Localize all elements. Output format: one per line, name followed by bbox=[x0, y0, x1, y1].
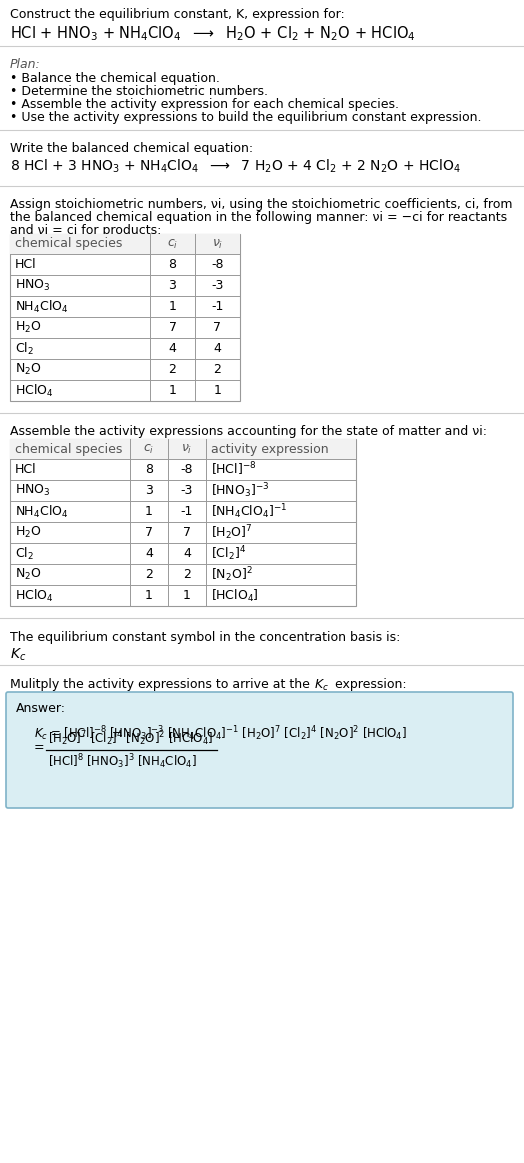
Text: Assign stoichiometric numbers, νi, using the stoichiometric coefficients, ci, fr: Assign stoichiometric numbers, νi, using… bbox=[10, 198, 512, 211]
Text: =: = bbox=[34, 742, 45, 755]
Text: [H$_2$O]$^7$: [H$_2$O]$^7$ bbox=[211, 523, 253, 542]
Text: Mulitply the activity expressions to arrive at the: Mulitply the activity expressions to arr… bbox=[10, 678, 314, 691]
Text: [HClO$_4$]: [HClO$_4$] bbox=[211, 587, 259, 604]
Text: the balanced chemical equation in the following manner: νi = −ci for reactants: the balanced chemical equation in the fo… bbox=[10, 211, 507, 224]
Text: 3: 3 bbox=[169, 279, 177, 292]
Text: 1: 1 bbox=[145, 588, 153, 602]
Text: 1: 1 bbox=[145, 505, 153, 518]
Text: -3: -3 bbox=[211, 279, 224, 292]
Text: 2: 2 bbox=[214, 363, 222, 376]
Text: H$_2$O: H$_2$O bbox=[15, 320, 41, 335]
Text: 4: 4 bbox=[214, 342, 222, 355]
Text: -8: -8 bbox=[181, 463, 193, 476]
Text: Cl$_2$: Cl$_2$ bbox=[15, 545, 34, 562]
FancyBboxPatch shape bbox=[6, 692, 513, 808]
Text: chemical species: chemical species bbox=[15, 442, 123, 456]
Text: $K_c$: $K_c$ bbox=[314, 678, 329, 693]
Text: 7: 7 bbox=[169, 321, 177, 334]
Text: 3: 3 bbox=[145, 484, 153, 497]
Text: [HCl]$^{-8}$: [HCl]$^{-8}$ bbox=[211, 461, 256, 478]
Text: Plan:: Plan: bbox=[10, 58, 41, 71]
Text: [HNO$_3$]$^{-3}$: [HNO$_3$]$^{-3}$ bbox=[211, 481, 269, 500]
Text: 2: 2 bbox=[183, 568, 191, 582]
Text: Cl$_2$: Cl$_2$ bbox=[15, 341, 34, 357]
Text: 8: 8 bbox=[169, 258, 177, 271]
Text: 7: 7 bbox=[183, 526, 191, 538]
Text: HCl + HNO$_3$ + NH$_4$ClO$_4$  $\longrightarrow$  H$_2$O + Cl$_2$ + N$_2$O + HCl: HCl + HNO$_3$ + NH$_4$ClO$_4$ $\longrigh… bbox=[10, 24, 416, 43]
Text: [Cl$_2$]$^4$: [Cl$_2$]$^4$ bbox=[211, 544, 246, 563]
Text: HCl: HCl bbox=[15, 258, 37, 271]
Text: 1: 1 bbox=[183, 588, 191, 602]
Text: 4: 4 bbox=[169, 342, 177, 355]
Text: H$_2$O: H$_2$O bbox=[15, 525, 41, 540]
Bar bbox=[10, 438, 356, 459]
Bar bbox=[10, 234, 240, 254]
Text: $\nu_i$: $\nu_i$ bbox=[212, 237, 223, 250]
Text: activity expression: activity expression bbox=[211, 442, 329, 456]
Text: HNO$_3$: HNO$_3$ bbox=[15, 483, 51, 498]
Text: 4: 4 bbox=[145, 547, 153, 561]
Text: 7: 7 bbox=[213, 321, 222, 334]
Text: N$_2$O: N$_2$O bbox=[15, 362, 41, 377]
Text: HClO$_4$: HClO$_4$ bbox=[15, 587, 53, 604]
Text: [HCl]$^8$ [HNO$_3$]$^3$ [NH$_4$ClO$_4$]: [HCl]$^8$ [HNO$_3$]$^3$ [NH$_4$ClO$_4$] bbox=[48, 752, 197, 771]
Text: HCl: HCl bbox=[15, 463, 37, 476]
Text: and νi = ci for products:: and νi = ci for products: bbox=[10, 224, 161, 237]
Text: N$_2$O: N$_2$O bbox=[15, 566, 41, 582]
Text: 1: 1 bbox=[169, 384, 177, 397]
Text: HClO$_4$: HClO$_4$ bbox=[15, 383, 53, 399]
Text: • Use the activity expressions to build the equilibrium constant expression.: • Use the activity expressions to build … bbox=[10, 110, 482, 124]
Text: $c_i$: $c_i$ bbox=[144, 442, 155, 456]
Text: • Balance the chemical equation.: • Balance the chemical equation. bbox=[10, 72, 220, 85]
Text: Assemble the activity expressions accounting for the state of matter and νi:: Assemble the activity expressions accoun… bbox=[10, 424, 487, 438]
Text: NH$_4$ClO$_4$: NH$_4$ClO$_4$ bbox=[15, 299, 69, 314]
Text: NH$_4$ClO$_4$: NH$_4$ClO$_4$ bbox=[15, 504, 69, 520]
Text: $c_i$: $c_i$ bbox=[167, 237, 178, 250]
Text: -1: -1 bbox=[181, 505, 193, 518]
Text: $K_c$ = [HCl]$^{-8}$ [HNO$_3$]$^{-3}$ [NH$_4$ClO$_4$]$^{-1}$ [H$_2$O]$^7$ [Cl$_2: $K_c$ = [HCl]$^{-8}$ [HNO$_3$]$^{-3}$ [N… bbox=[34, 725, 407, 743]
Text: chemical species: chemical species bbox=[15, 237, 123, 250]
Text: [H$_2$O]$^7$ [Cl$_2$]$^4$ [N$_2$O]$^2$ [HClO$_4$]: [H$_2$O]$^7$ [Cl$_2$]$^4$ [N$_2$O]$^2$ [… bbox=[48, 729, 213, 748]
Text: • Assemble the activity expression for each chemical species.: • Assemble the activity expression for e… bbox=[10, 98, 399, 110]
Text: Answer:: Answer: bbox=[16, 702, 66, 715]
Text: -1: -1 bbox=[211, 300, 224, 313]
Text: 2: 2 bbox=[169, 363, 177, 376]
Text: HNO$_3$: HNO$_3$ bbox=[15, 278, 51, 293]
Text: 4: 4 bbox=[183, 547, 191, 561]
Text: 8 HCl + 3 HNO$_3$ + NH$_4$ClO$_4$  $\longrightarrow$  7 H$_2$O + 4 Cl$_2$ + 2 N$: 8 HCl + 3 HNO$_3$ + NH$_4$ClO$_4$ $\long… bbox=[10, 158, 461, 176]
Text: -3: -3 bbox=[181, 484, 193, 497]
Text: The equilibrium constant symbol in the concentration basis is:: The equilibrium constant symbol in the c… bbox=[10, 632, 400, 644]
Text: 8: 8 bbox=[145, 463, 153, 476]
Text: $\nu_i$: $\nu_i$ bbox=[181, 442, 193, 456]
Text: 2: 2 bbox=[145, 568, 153, 582]
Text: [N$_2$O]$^2$: [N$_2$O]$^2$ bbox=[211, 565, 253, 584]
Bar bbox=[10, 234, 240, 401]
Text: 1: 1 bbox=[214, 384, 222, 397]
Text: $K_c$: $K_c$ bbox=[10, 647, 26, 663]
Text: -8: -8 bbox=[211, 258, 224, 271]
Text: 1: 1 bbox=[169, 300, 177, 313]
Text: • Determine the stoichiometric numbers.: • Determine the stoichiometric numbers. bbox=[10, 85, 268, 98]
Text: Write the balanced chemical equation:: Write the balanced chemical equation: bbox=[10, 142, 253, 155]
Bar bbox=[10, 438, 356, 606]
Text: expression:: expression: bbox=[331, 678, 407, 691]
Text: 7: 7 bbox=[145, 526, 153, 538]
Text: [NH$_4$ClO$_4$]$^{-1}$: [NH$_4$ClO$_4$]$^{-1}$ bbox=[211, 502, 287, 521]
Text: Construct the equilibrium constant, K, expression for:: Construct the equilibrium constant, K, e… bbox=[10, 8, 345, 21]
